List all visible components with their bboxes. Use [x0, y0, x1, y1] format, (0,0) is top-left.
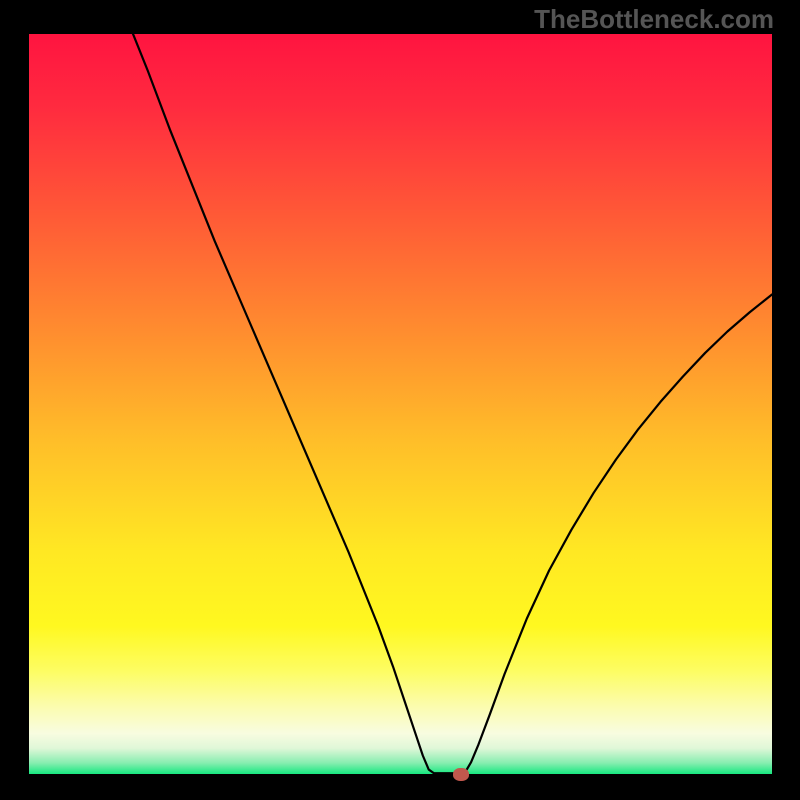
bottleneck-chart: TheBottleneck.com	[0, 0, 800, 800]
attribution-text: TheBottleneck.com	[534, 4, 774, 35]
curve-svg	[29, 34, 772, 774]
plot-area	[29, 34, 772, 774]
optimal-point-marker	[453, 768, 469, 781]
